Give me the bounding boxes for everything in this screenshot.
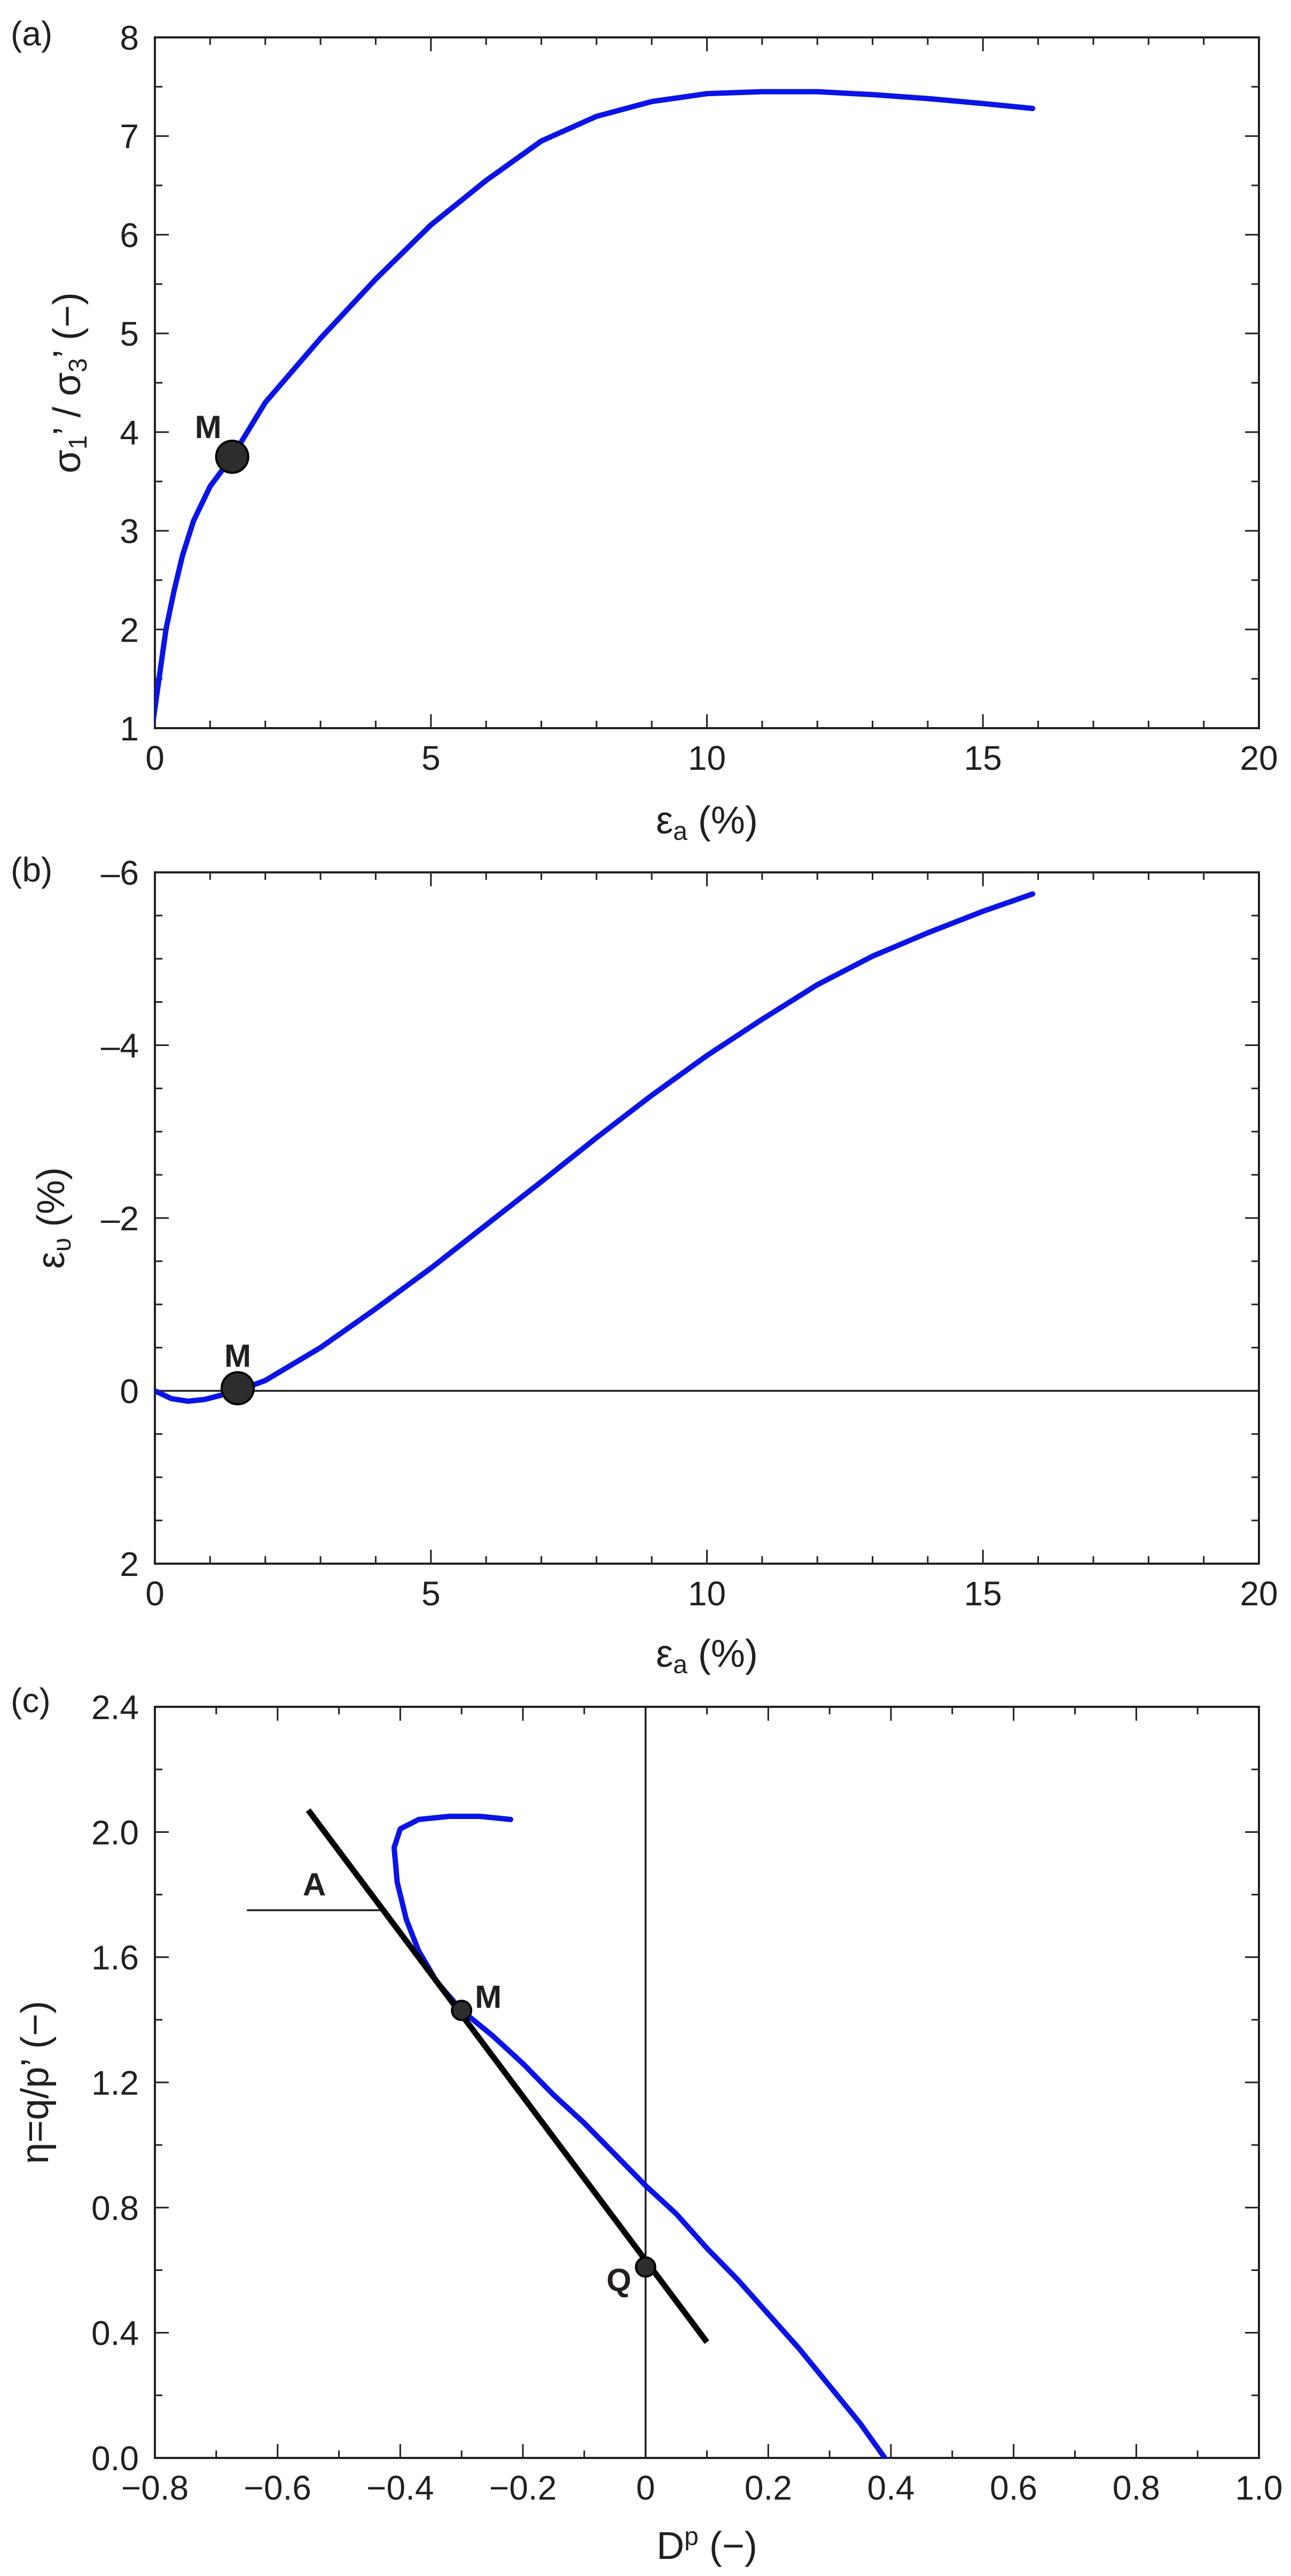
plot-frame: [154, 871, 1260, 1565]
y-tick-label: 0: [120, 1372, 139, 1411]
y-axis-title: σ1’ / σ3’ (−): [46, 292, 92, 473]
y-tick-label: 1.2: [91, 2064, 139, 2102]
y-tick-label: 2: [120, 611, 139, 649]
y-tick-label: 4: [120, 413, 139, 452]
y-tick-label: 2.4: [91, 1688, 139, 1727]
y-tick-label: 0.0: [91, 2439, 139, 2478]
y-tick-label: 2.0: [91, 1813, 139, 1852]
plot-frame: [154, 1706, 1260, 2459]
point-label-m: M: [475, 1979, 502, 2015]
x-tick-label: 0: [636, 2469, 655, 2507]
x-tick-label: 20: [1240, 1574, 1278, 1613]
x-axis-title: εa (%): [656, 1633, 758, 1679]
y-tick-label: 1: [120, 709, 139, 748]
x-tick-label: 15: [964, 739, 1002, 777]
y-tick-label: 2: [120, 1545, 139, 1583]
data-series-line: [391, 1814, 888, 2458]
chart-panel-1: 0 5 10 15 20 1 2 3 4 5 6 7 8 M (a) εa (%) σ1’ / σ3’ (−): [11, 14, 1278, 846]
y-tick-label: 3: [120, 512, 139, 551]
x-axis-title: Dp (−): [656, 2523, 757, 2567]
x-tick-label: 15: [964, 1574, 1002, 1613]
x-tick-label: 10: [688, 739, 726, 777]
annotation-label: A: [303, 1867, 326, 1902]
panel-label: (a): [11, 14, 52, 53]
y-tick-label: 6: [120, 216, 139, 254]
point-label-m: M: [195, 409, 222, 445]
x-tick-label: 0.6: [990, 2469, 1037, 2507]
y-tick-label: 0.8: [91, 2189, 139, 2227]
x-tick-label: −0.2: [489, 2469, 557, 2507]
point-label-q: Q: [606, 2262, 631, 2298]
point-label-m: M: [224, 1338, 251, 1374]
point-marker-m: [451, 2000, 473, 2021]
x-tick-label: 0.2: [745, 2469, 792, 2507]
x-tick-label: 0.4: [867, 2469, 915, 2507]
x-tick-label: 5: [421, 1574, 441, 1613]
data-series-line: [155, 89, 1036, 728]
x-tick-label: −0.8: [121, 2469, 189, 2507]
x-tick-label: 0.8: [1113, 2469, 1160, 2507]
tangent-line: [306, 1808, 709, 2344]
data-series-line: [155, 891, 1036, 1404]
x-tick-label: 0: [145, 739, 165, 777]
panel-label: (b): [11, 850, 52, 889]
y-tick-label: –6: [101, 854, 139, 892]
point-marker-m: [215, 440, 249, 474]
point-marker-m: [221, 1371, 255, 1406]
chart-panel-3: −0.8 −0.6 −0.4 −0.2 0 0.2 0.4 0.6 0.8 1.0 0.0 0.4 0.…: [11, 1681, 1282, 2567]
y-tick-label: –4: [101, 1027, 139, 1065]
x-tick-label: 10: [688, 1574, 726, 1613]
x-axis-title: εa (%): [656, 799, 758, 846]
x-tick-label: −0.4: [366, 2469, 434, 2507]
plot-frame: [154, 36, 1260, 729]
y-tick-label: 8: [120, 19, 139, 57]
x-tick-label: 20: [1240, 739, 1278, 777]
x-tick-label: 1.0: [1235, 2469, 1283, 2507]
y-axis-title: η=q/p’ (−): [14, 2001, 57, 2164]
y-tick-label: 0.4: [91, 2314, 139, 2353]
x-tick-label: −0.6: [244, 2469, 311, 2507]
point-marker-q: [635, 2256, 656, 2278]
panel-label: (c): [11, 1681, 51, 1720]
x-tick-label: 0: [145, 1574, 165, 1613]
y-tick-label: 1.6: [91, 1939, 139, 1977]
y-tick-label: 5: [120, 315, 139, 353]
x-tick-label: 5: [421, 739, 441, 777]
y-tick-label: 7: [120, 118, 139, 156]
y-axis-title: ευ (%): [30, 1167, 76, 1269]
y-tick-label: –2: [101, 1199, 139, 1238]
